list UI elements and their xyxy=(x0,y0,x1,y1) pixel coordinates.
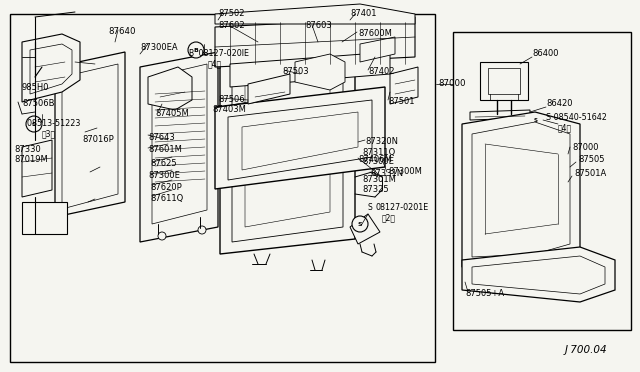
Polygon shape xyxy=(215,17,415,67)
Polygon shape xyxy=(22,140,52,197)
Text: 87000: 87000 xyxy=(438,80,465,89)
Polygon shape xyxy=(462,112,580,267)
Bar xyxy=(453,32,631,330)
Text: 87000: 87000 xyxy=(572,142,598,151)
Circle shape xyxy=(352,216,368,232)
Polygon shape xyxy=(62,64,118,209)
Circle shape xyxy=(198,226,206,234)
Text: 87300M: 87300M xyxy=(388,167,422,176)
Text: 08513-51223: 08513-51223 xyxy=(22,119,81,128)
Polygon shape xyxy=(295,54,345,90)
Text: J 700.04: J 700.04 xyxy=(565,345,607,355)
Text: S: S xyxy=(534,118,538,122)
Text: 87602: 87602 xyxy=(218,22,244,31)
Polygon shape xyxy=(148,67,192,110)
Text: 87611Q: 87611Q xyxy=(150,193,183,202)
Polygon shape xyxy=(215,87,385,189)
Text: 87506B: 87506B xyxy=(22,99,54,109)
Text: 87506: 87506 xyxy=(218,96,244,105)
Text: 87405M: 87405M xyxy=(155,109,189,119)
Polygon shape xyxy=(232,51,343,242)
Text: 87643: 87643 xyxy=(148,132,175,141)
Text: 08127-020IE: 08127-020IE xyxy=(196,49,249,58)
Polygon shape xyxy=(390,67,418,104)
Text: 87406M: 87406M xyxy=(358,155,392,164)
Text: （2）: （2） xyxy=(382,214,396,222)
Text: 87640: 87640 xyxy=(108,28,136,36)
Text: B: B xyxy=(193,48,198,52)
Polygon shape xyxy=(470,110,530,120)
Circle shape xyxy=(529,113,543,127)
Text: 87300E: 87300E xyxy=(362,157,394,167)
Text: 87331N: 87331N xyxy=(370,170,403,179)
Text: 985H0: 985H0 xyxy=(22,83,49,92)
Text: 87402: 87402 xyxy=(368,67,394,77)
Text: 87330: 87330 xyxy=(14,145,41,154)
Text: 08127-0201E: 08127-0201E xyxy=(376,202,429,212)
Circle shape xyxy=(158,232,166,240)
Text: 87620P: 87620P xyxy=(150,183,182,192)
Text: B: B xyxy=(188,49,193,58)
Polygon shape xyxy=(152,64,207,224)
Text: （4）: （4） xyxy=(208,60,222,68)
Text: 87403M: 87403M xyxy=(212,106,246,115)
Polygon shape xyxy=(462,247,615,302)
Polygon shape xyxy=(228,100,372,180)
Text: 87300E: 87300E xyxy=(148,171,180,180)
Text: 87603: 87603 xyxy=(305,20,332,29)
Text: 87600M: 87600M xyxy=(358,29,392,38)
Text: （3）: （3） xyxy=(42,129,56,138)
Bar xyxy=(10,14,435,362)
Text: 87501: 87501 xyxy=(388,97,415,106)
Text: S: S xyxy=(368,202,372,212)
Bar xyxy=(22,202,67,234)
Polygon shape xyxy=(245,65,330,227)
Polygon shape xyxy=(488,68,520,94)
Text: 87320N: 87320N xyxy=(365,138,398,147)
Polygon shape xyxy=(55,52,125,217)
Text: （4）: （4） xyxy=(558,124,572,132)
Polygon shape xyxy=(360,37,395,62)
Polygon shape xyxy=(248,74,290,104)
Circle shape xyxy=(188,42,204,58)
Text: 87625: 87625 xyxy=(150,160,177,169)
Text: 87501A: 87501A xyxy=(574,170,606,179)
Text: 87503: 87503 xyxy=(282,67,308,77)
Text: 87505+A: 87505+A xyxy=(465,289,504,298)
Polygon shape xyxy=(30,44,72,94)
Text: 87505: 87505 xyxy=(578,155,605,164)
Text: 87311Q: 87311Q xyxy=(362,148,396,157)
Polygon shape xyxy=(220,42,355,254)
Polygon shape xyxy=(230,52,390,87)
Polygon shape xyxy=(140,52,218,242)
Polygon shape xyxy=(472,122,570,257)
Text: 87325: 87325 xyxy=(362,186,388,195)
Polygon shape xyxy=(242,112,358,170)
Text: 87401: 87401 xyxy=(350,10,376,19)
Polygon shape xyxy=(215,4,415,24)
Polygon shape xyxy=(350,214,380,244)
Polygon shape xyxy=(472,256,605,294)
Text: 87300EA: 87300EA xyxy=(140,42,178,51)
Text: 87016P: 87016P xyxy=(82,135,114,144)
Text: 86400: 86400 xyxy=(532,49,559,58)
Polygon shape xyxy=(22,34,80,102)
Text: 87502: 87502 xyxy=(218,10,244,19)
Text: 87601M: 87601M xyxy=(148,145,182,154)
Text: 86420: 86420 xyxy=(546,99,573,109)
Text: 87019M: 87019M xyxy=(14,155,48,164)
Text: S 08540-51642: S 08540-51642 xyxy=(546,112,607,122)
Text: S: S xyxy=(32,122,36,126)
Text: 87301M: 87301M xyxy=(362,176,396,185)
Text: S: S xyxy=(358,221,362,227)
Polygon shape xyxy=(480,62,528,100)
Circle shape xyxy=(26,116,42,132)
